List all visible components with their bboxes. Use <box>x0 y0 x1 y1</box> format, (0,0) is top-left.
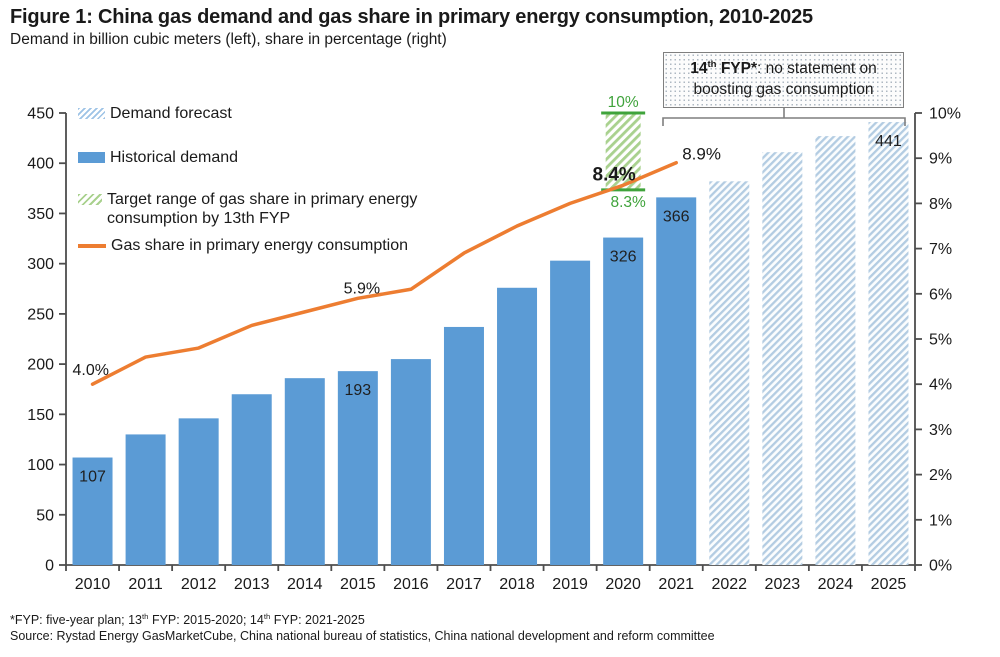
fyp-annotation-box: 14th FYP*: no statement on boosting gas … <box>663 52 904 108</box>
right-axis-tick-label: 0% <box>929 558 952 575</box>
legend-label: Demand forecast <box>110 105 232 122</box>
annotation-term: 14th FYP* <box>690 60 757 77</box>
historical-bar-2011 <box>125 434 166 565</box>
annotation-number: 14 <box>690 60 708 77</box>
forecast-bar-2022 <box>709 181 750 565</box>
x-axis-year-label: 2025 <box>871 576 907 593</box>
x-axis-year-label: 2018 <box>499 576 535 593</box>
figure-subtitle: Demand in billion cubic meters (left), s… <box>10 31 447 48</box>
footnote-superscript: th <box>142 611 149 621</box>
legend-label: Target range of gas share in primary ene… <box>107 191 418 227</box>
forecast-bar-2024 <box>815 136 856 565</box>
line-value-label: 4.0% <box>73 362 109 379</box>
historical-bar-2014 <box>284 378 325 565</box>
legend-item-demand-forecast: Demand forecast <box>78 104 232 123</box>
legend-item-historical-demand: Historical demand <box>78 148 238 167</box>
right-axis-tick-label: 9% <box>929 151 952 168</box>
legend-label: Gas share in primary energy consumption <box>111 237 409 254</box>
bar-value-label: 441 <box>875 133 902 150</box>
x-axis-year-label: 2023 <box>765 576 801 593</box>
right-axis-tick-label: 2% <box>929 467 952 484</box>
left-axis-tick-label: 100 <box>27 457 54 474</box>
historical-bar-2020 <box>603 237 644 565</box>
x-axis-year-label: 2011 <box>128 576 163 593</box>
left-axis-tick-label: 50 <box>36 507 54 524</box>
demand-forecast-swatch-icon <box>78 108 105 119</box>
target-range-band <box>605 113 641 190</box>
gas-share-line <box>90 160 678 386</box>
historical-bar-2021 <box>656 197 697 565</box>
historical-demand-swatch-icon <box>78 152 105 163</box>
footnote-part: FYP: 2021-2025 <box>270 613 365 627</box>
annotation-term-rest: FYP* <box>716 60 757 77</box>
left-axis-tick-label: 350 <box>27 206 54 223</box>
x-axis-year-label: 2024 <box>818 576 854 593</box>
bar-value-label: 193 <box>344 382 371 399</box>
x-axis-year-label: 2020 <box>605 576 641 593</box>
right-axis-tick-label: 8% <box>929 196 952 213</box>
legend-label: Historical demand <box>110 149 239 166</box>
line-value-label: 5.9% <box>344 280 380 297</box>
gas-share-line-swatch-icon <box>78 244 106 248</box>
footnote-superscript: th <box>263 611 271 621</box>
x-axis-year-label: 2021 <box>658 576 694 593</box>
left-axis-tick-label: 400 <box>27 156 54 173</box>
footnote-part: FYP: 2015-2020; 14 <box>148 613 264 627</box>
line-value-label: 8.4% <box>593 164 636 185</box>
x-axis-year-label: 2019 <box>552 576 588 593</box>
x-axis-year-label: 2016 <box>393 576 429 593</box>
historical-bar-2017 <box>443 326 484 565</box>
figure-title: Figure 1: China gas demand and gas share… <box>10 6 813 28</box>
legend-item-gas-share: Gas share in primary energy consumption <box>78 236 408 255</box>
x-axis-year-label: 2014 <box>287 576 323 593</box>
annotation-text: : no statement on boosting gas consumpti… <box>693 60 877 98</box>
target-top-label: 10% <box>608 94 639 111</box>
right-axis-tick-label: 7% <box>929 241 952 258</box>
bar-value-label: 366 <box>663 208 690 225</box>
annotation-superscript: th <box>707 58 717 70</box>
right-axis-tick-label: 5% <box>929 332 952 349</box>
bar-value-label: 326 <box>610 249 637 266</box>
historical-bar-2013 <box>231 394 272 565</box>
left-axis-tick-label: 0 <box>45 558 54 575</box>
forecast-bar-2025 <box>868 122 909 565</box>
historical-bar-2010 <box>72 457 113 565</box>
historical-bar-2012 <box>178 418 219 565</box>
legend-item-target-range: Target range of gas share in primary ene… <box>78 190 457 228</box>
target-range-swatch-icon <box>78 194 102 205</box>
fyp-bracket <box>662 107 906 126</box>
right-axis-tick-label: 10% <box>929 106 961 123</box>
x-axis-year-label: 2022 <box>711 576 747 593</box>
right-axis-tick-label: 3% <box>929 422 952 439</box>
left-axis-tick-label: 300 <box>27 256 54 273</box>
footnote-part: *FYP: five-year plan; 13 <box>10 613 143 627</box>
x-axis-year-label: 2012 <box>181 576 217 593</box>
x-axis-year-label: 2013 <box>234 576 270 593</box>
right-axis-tick-label: 1% <box>929 512 952 529</box>
historical-bar-2016 <box>390 359 431 565</box>
x-axis-year-label: 2017 <box>446 576 482 593</box>
bar-value-label: 107 <box>79 469 106 486</box>
left-axis-tick-label: 250 <box>27 306 54 323</box>
footnote-fyp-definitions: *FYP: five-year plan; 13th FYP: 2015-202… <box>10 611 365 628</box>
x-axis-year-label: 2010 <box>75 576 111 593</box>
forecast-bar-2023 <box>762 152 803 565</box>
historical-bar-2015 <box>337 371 378 565</box>
left-axis-tick-label: 200 <box>27 357 54 374</box>
historical-bar-2019 <box>550 260 591 565</box>
footnote-source: Source: Rystad Energy GasMarketCube, Chi… <box>10 629 715 643</box>
line-value-label: 8.9% <box>682 145 721 164</box>
historical-bar-2018 <box>497 287 538 565</box>
left-axis-tick-label: 150 <box>27 407 54 424</box>
target-bottom-label: 8.3% <box>610 194 646 211</box>
left-axis-tick-label: 450 <box>27 106 54 123</box>
right-axis-tick-label: 6% <box>929 286 952 303</box>
right-axis-tick-label: 4% <box>929 377 952 394</box>
x-axis-year-label: 2015 <box>340 576 376 593</box>
